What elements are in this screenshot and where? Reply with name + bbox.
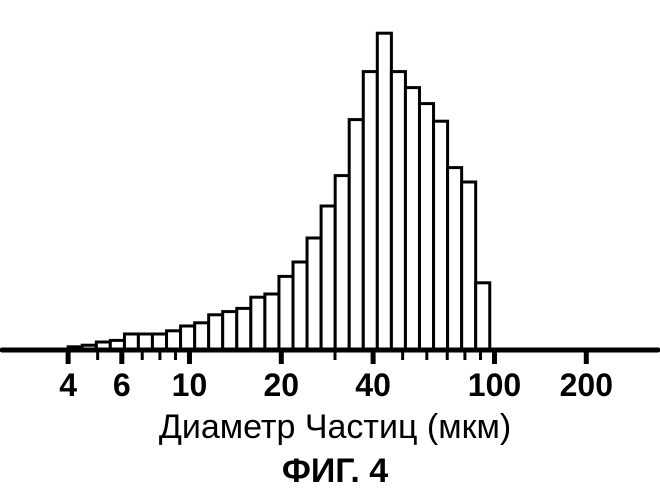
x-tick-label: 10	[172, 367, 208, 403]
histogram-bar	[377, 33, 391, 350]
histogram-bar	[195, 323, 209, 350]
histogram-bar	[391, 72, 405, 350]
histogram-bar	[209, 315, 223, 350]
figure-caption: ФИГ. 4	[282, 452, 388, 490]
histogram-bar	[419, 104, 433, 350]
x-axis-title: Диаметр Частиц (мкм)	[159, 408, 511, 446]
x-tick-label: 4	[59, 367, 77, 403]
x-tick-label: 200	[560, 367, 613, 403]
histogram-bar	[448, 168, 462, 350]
histogram-bar	[251, 297, 265, 350]
histogram-bar	[476, 283, 490, 350]
histogram-bar	[321, 206, 335, 350]
histogram-bar	[237, 308, 251, 350]
histogram-bar	[349, 120, 363, 350]
x-tick-label: 6	[113, 367, 131, 403]
x-tick-label: 20	[263, 367, 299, 403]
histogram-bar	[363, 72, 377, 350]
bars-layer	[68, 33, 490, 350]
histogram-bar	[279, 276, 293, 350]
x-tick-label: 40	[355, 367, 391, 403]
histogram-bar	[293, 262, 307, 350]
histogram-bar	[434, 121, 448, 350]
x-ticks: 46 10 20 40 100 200	[59, 350, 613, 403]
histogram-bar	[335, 176, 349, 350]
histogram-bar	[462, 182, 476, 350]
histogram-bar	[223, 312, 237, 350]
x-tick-label: 100	[468, 367, 521, 403]
histogram-chart: 46 10 20 40 100 200 Диаметр Частиц (мкм) ФИГ.…	[0, 0, 660, 500]
histogram-bar	[265, 294, 279, 350]
histogram-bar	[307, 238, 321, 350]
histogram-bar	[181, 326, 195, 350]
histogram-bar	[167, 331, 181, 350]
histogram-bar	[405, 88, 419, 350]
